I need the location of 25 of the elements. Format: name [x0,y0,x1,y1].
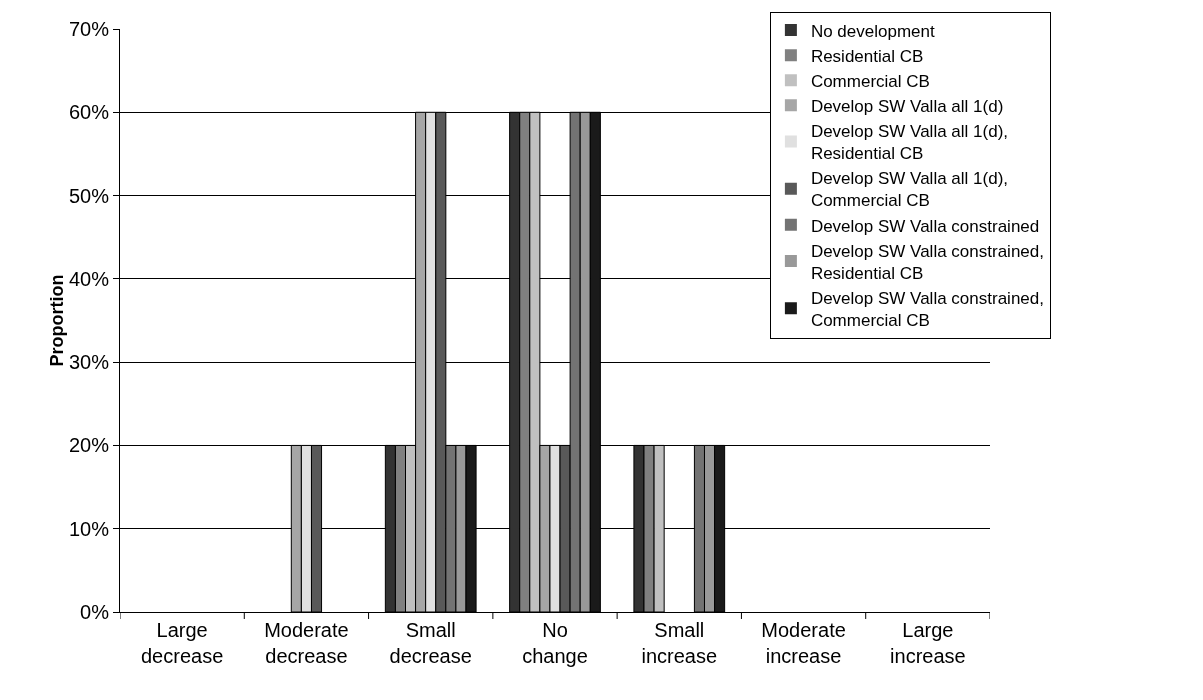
x-tick-label: Large decrease [141,619,224,667]
x-tick-label: Moderate decrease [264,619,349,667]
legend-label: Commercial CB [810,71,930,91]
legend-label: Develop SW Valla constrained, Residential CB [810,241,1044,283]
x-tick-label: No change [522,619,588,667]
y-tick-label: 20% [68,434,110,457]
legend-label: Develop SW Valla constrained [810,216,1040,236]
y-tick-label: 70% [68,18,110,40]
y-tick-label: 60% [68,101,110,124]
x-tick-label: Small increase [641,619,718,667]
legend-label: Develop SW Valla all 1(d), Commercial CB [810,169,1009,211]
y-tick-label: 30% [68,351,110,374]
x-tick-label: Large increase [890,619,966,667]
y-tick-label: 10% [68,517,110,540]
y-tick-label: 50% [68,184,110,207]
x-tick-label: Moderate increase [761,619,846,667]
x-tick-label: Small decrease [389,619,472,667]
y-axis-title: Proportion [46,274,67,367]
y-tick-label: 40% [68,267,110,290]
legend-label: Develop SW Valla all 1(d) [810,96,1004,116]
legend-label: Residential CB [810,46,924,66]
legend-label: Develop SW Valla all 1(d), Residential CB [810,122,1009,164]
legend-label: No development [810,21,935,41]
y-tick-label: 0% [80,601,110,623]
legend-label: Develop SW Valla constrained, Commercial CB [810,288,1044,330]
